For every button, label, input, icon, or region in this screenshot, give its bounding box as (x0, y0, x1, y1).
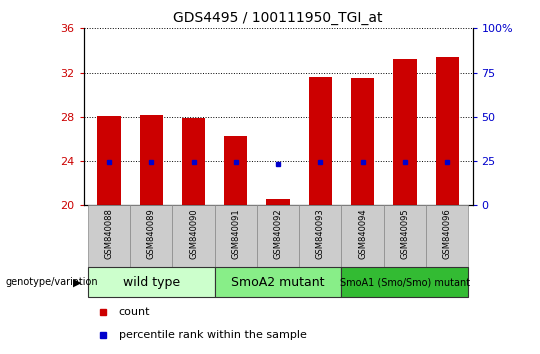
Text: GSM840096: GSM840096 (443, 209, 451, 259)
Bar (130, 205, 172, 267)
Bar (309, 77, 332, 205)
Text: wild type: wild type (123, 276, 180, 289)
Bar (182, 118, 205, 205)
Bar (257, 205, 299, 267)
Text: ▶: ▶ (73, 277, 82, 287)
Text: GSM840091: GSM840091 (231, 209, 240, 259)
Bar (266, 199, 290, 205)
Text: GSM840095: GSM840095 (400, 209, 409, 259)
Title: GDS4495 / 100111950_TGI_at: GDS4495 / 100111950_TGI_at (173, 11, 383, 24)
Text: SmoA2 mutant: SmoA2 mutant (231, 276, 325, 289)
Bar (224, 136, 247, 205)
Text: GSM840088: GSM840088 (105, 209, 113, 259)
Bar (215, 205, 257, 267)
Bar (341, 205, 384, 267)
Bar (140, 115, 163, 205)
Text: count: count (119, 307, 150, 316)
Text: genotype/variation: genotype/variation (5, 277, 98, 287)
Text: GSM840094: GSM840094 (358, 209, 367, 259)
Bar (351, 78, 374, 205)
Text: percentile rank within the sample: percentile rank within the sample (119, 330, 307, 340)
Bar (215, 267, 341, 297)
Bar (299, 205, 341, 267)
Bar (88, 205, 130, 267)
Text: GSM840090: GSM840090 (189, 209, 198, 259)
Text: GSM840092: GSM840092 (274, 209, 282, 259)
Bar (426, 205, 468, 267)
Text: GSM840089: GSM840089 (147, 209, 156, 259)
Bar (97, 116, 120, 205)
Bar (384, 205, 426, 267)
Bar (436, 57, 459, 205)
Bar (172, 205, 215, 267)
Bar (393, 59, 416, 205)
Text: GSM840093: GSM840093 (316, 209, 325, 259)
Bar (88, 267, 215, 297)
Text: SmoA1 (Smo/Smo) mutant: SmoA1 (Smo/Smo) mutant (340, 277, 470, 287)
Bar (341, 267, 468, 297)
